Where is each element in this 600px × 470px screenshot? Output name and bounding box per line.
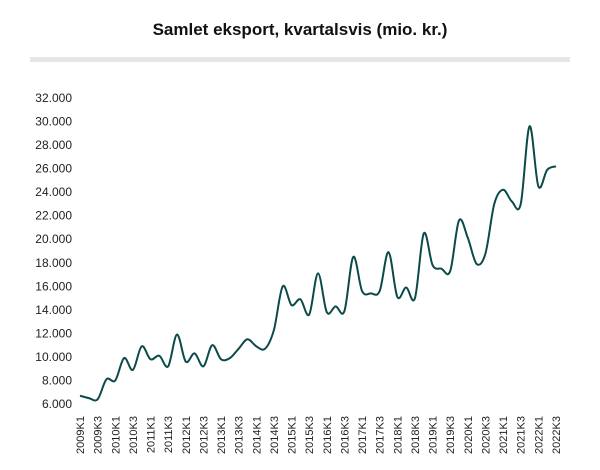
x-tick-label: 2022K3 bbox=[551, 416, 563, 454]
x-tick-label: 2012K3 bbox=[198, 416, 210, 454]
x-tick-label: 2016K3 bbox=[339, 416, 351, 454]
x-tick-label: 2013K3 bbox=[234, 416, 246, 454]
x-tick-label: 2022K1 bbox=[533, 416, 545, 454]
x-tick-label: 2018K1 bbox=[392, 416, 404, 454]
series-line bbox=[79, 125, 557, 402]
x-tick-label: 2014K1 bbox=[251, 416, 263, 454]
y-tick-label: 28.000 bbox=[35, 138, 72, 152]
y-tick-label: 20.000 bbox=[35, 232, 72, 246]
x-tick-label: 2021K1 bbox=[498, 416, 510, 454]
y-tick-label: 26.000 bbox=[35, 162, 72, 176]
x-tick-label: 2011K1 bbox=[146, 416, 158, 453]
x-tick-label: 2017K1 bbox=[357, 416, 369, 454]
y-tick-label: 22.000 bbox=[35, 209, 72, 223]
x-tick-label: 2012K1 bbox=[181, 416, 193, 454]
y-tick-label: 18.000 bbox=[35, 256, 72, 270]
y-axis-tick-labels: 6.000 8.000 10.000 12.000 14.000 16.000 18.000… bbox=[35, 91, 72, 411]
chart-title: Samlet eksport, kvartalsvis (mio. kr.) bbox=[152, 20, 448, 39]
x-tick-label: 2019K3 bbox=[445, 416, 457, 454]
y-tick-label: 8.000 bbox=[42, 373, 72, 387]
x-tick-label: 2010K3 bbox=[128, 416, 140, 454]
x-tick-label: 2011K3 bbox=[163, 416, 175, 453]
x-tick-label: 2016K1 bbox=[322, 416, 334, 454]
x-tick-label: 2009K1 bbox=[75, 416, 87, 454]
x-tick-label: 2020K1 bbox=[463, 416, 475, 454]
y-tick-label: 24.000 bbox=[35, 185, 72, 199]
title-divider bbox=[30, 57, 570, 62]
series-layer bbox=[79, 125, 557, 402]
y-tick-label: 14.000 bbox=[35, 303, 72, 317]
x-tick-label: 2020K3 bbox=[480, 416, 492, 454]
x-tick-label: 2021K3 bbox=[516, 416, 528, 454]
y-tick-label: 30.000 bbox=[35, 115, 72, 129]
x-tick-label: 2014K3 bbox=[269, 416, 281, 454]
x-tick-label: 2015K1 bbox=[287, 416, 299, 454]
x-tick-label: 2015K3 bbox=[304, 416, 316, 454]
x-tick-label: 2013K1 bbox=[216, 416, 228, 454]
x-tick-label: 2019K1 bbox=[428, 416, 440, 454]
x-tick-label: 2009K3 bbox=[93, 416, 105, 454]
x-tick-label: 2018K3 bbox=[410, 416, 422, 454]
x-tick-label: 2017K3 bbox=[375, 416, 387, 454]
y-tick-label: 16.000 bbox=[35, 279, 72, 293]
y-tick-label: 32.000 bbox=[35, 91, 72, 105]
y-tick-label: 12.000 bbox=[35, 326, 72, 340]
x-axis-tick-labels: 2009K1 2009K3 2010K1 2010K3 2011K1 2011K3 2012… bbox=[75, 416, 563, 454]
y-tick-label: 6.000 bbox=[42, 397, 72, 411]
x-tick-label: 2010K1 bbox=[110, 416, 122, 454]
y-tick-label: 10.000 bbox=[35, 350, 72, 364]
